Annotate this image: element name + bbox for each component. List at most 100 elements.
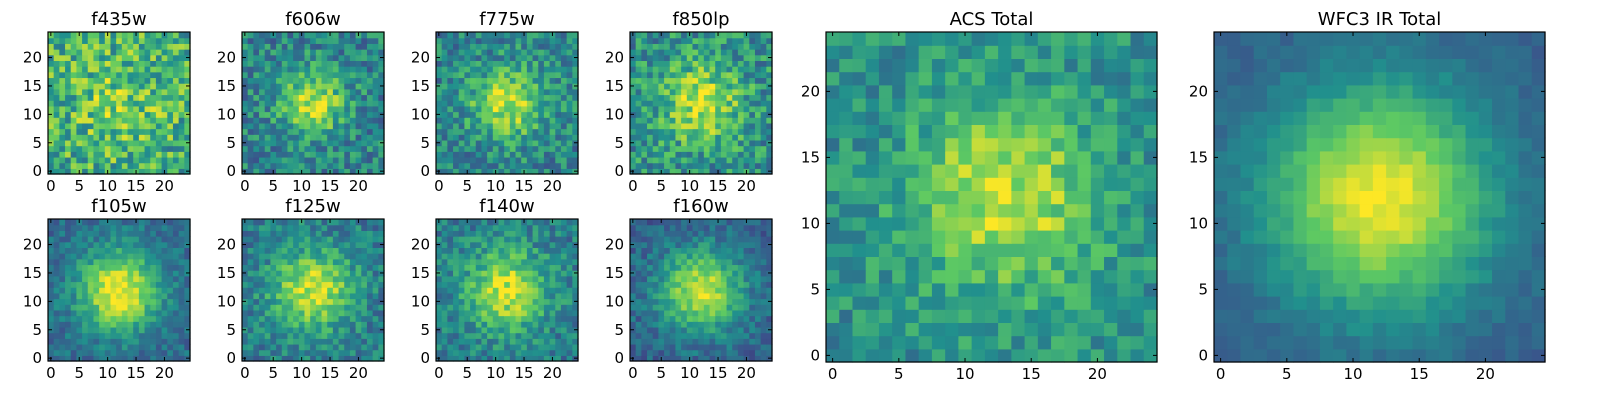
heatmap-cell	[686, 117, 694, 124]
heatmap-cell	[133, 145, 140, 152]
heatmap-cell	[464, 83, 471, 90]
heatmap-cell	[344, 343, 351, 351]
heatmap-cell	[732, 343, 739, 351]
heatmap-cell	[475, 139, 483, 147]
heatmap-cell	[121, 275, 129, 283]
heatmap-cell	[560, 94, 568, 101]
heatmap-cell	[555, 349, 562, 356]
heatmap-cell	[99, 88, 106, 96]
heatmap-cell	[635, 304, 642, 311]
heatmap-cell	[760, 355, 767, 362]
heatmap-cell	[726, 100, 733, 107]
heatmap-cell	[743, 145, 750, 152]
heatmap-cell	[242, 349, 249, 356]
heatmap-cell	[681, 122, 688, 130]
heatmap-cell	[264, 162, 271, 169]
heatmap-cell	[372, 100, 379, 107]
heatmap-cell	[664, 145, 671, 152]
heatmap-cell	[172, 151, 180, 158]
heatmap-cell	[743, 37, 750, 44]
heatmap-cell	[172, 298, 180, 305]
heatmap-cell	[48, 236, 55, 243]
heatmap-cells	[630, 219, 773, 362]
heatmap-cell	[504, 66, 511, 73]
heatmap-cell	[760, 168, 767, 175]
heatmap-cell	[127, 326, 134, 334]
heatmap-cell	[116, 94, 123, 101]
heatmap-cell	[492, 151, 500, 158]
heatmap-cell	[652, 139, 659, 147]
y-tick-label: 10	[411, 292, 430, 310]
heatmap-cell	[264, 326, 271, 334]
heatmap-cell	[436, 77, 443, 84]
heatmap-cell	[532, 315, 539, 322]
heatmap-cell	[555, 32, 562, 39]
heatmap-cell	[447, 139, 454, 147]
heatmap-cell	[247, 321, 254, 328]
heatmap-cell	[247, 88, 254, 96]
heatmap-cell	[766, 77, 773, 84]
heatmap-cell	[332, 315, 340, 322]
heatmap-cell	[161, 60, 168, 67]
heatmap-cell	[253, 83, 260, 90]
heatmap-cell	[641, 83, 648, 90]
heatmap-cell	[692, 321, 699, 328]
heatmap-cell	[658, 54, 665, 61]
heatmap-cell	[549, 122, 556, 130]
heatmap-cell	[538, 32, 545, 39]
heatmap-cell	[658, 139, 665, 147]
heatmap-cell	[82, 32, 89, 39]
heatmap-cell	[372, 117, 379, 124]
heatmap-cell	[116, 236, 123, 243]
heatmap-cell	[492, 298, 500, 305]
heatmap-cell	[726, 128, 733, 135]
heatmap-cell	[681, 43, 688, 50]
heatmap-cell	[538, 253, 545, 260]
heatmap-cell	[749, 88, 756, 96]
heatmap-cell	[470, 304, 477, 311]
heatmap-cell	[470, 230, 477, 237]
heatmap-cell	[504, 151, 511, 158]
heatmap-cell	[760, 309, 767, 317]
heatmap-cell	[110, 355, 117, 362]
heatmap-cell	[82, 309, 89, 317]
heatmap-cell	[276, 83, 283, 90]
panel-title: f140w	[479, 196, 534, 217]
heatmap-cell	[178, 253, 185, 260]
heatmap-cell	[726, 139, 733, 147]
heatmap-cell	[155, 326, 163, 334]
heatmap-cell	[641, 270, 648, 277]
heatmap-cell	[104, 117, 112, 124]
heatmap-cell	[93, 32, 100, 39]
heatmap-cell	[298, 253, 306, 260]
heatmap-cell	[515, 32, 522, 39]
heatmap-cell	[138, 270, 146, 277]
heatmap-cell	[332, 156, 340, 164]
heatmap-cell	[127, 343, 134, 351]
heatmap-cell	[436, 66, 443, 73]
heatmap-cell	[698, 315, 705, 322]
heatmap-cell	[754, 83, 762, 90]
heatmap-cell	[127, 315, 134, 322]
heatmap-cell	[481, 332, 488, 339]
heatmap-cell	[338, 253, 345, 260]
heatmap-cell	[315, 105, 323, 113]
heatmap-cell	[766, 156, 773, 164]
heatmap-cell	[144, 60, 151, 67]
heatmap-cell	[332, 219, 340, 226]
heatmap-cell	[48, 94, 55, 101]
heatmap-cell	[492, 122, 500, 130]
heatmap-cell	[532, 54, 539, 61]
heatmap-cell	[287, 343, 294, 351]
heatmap-cell	[532, 281, 539, 288]
heatmap-cell	[293, 275, 300, 283]
heatmap-cell	[327, 349, 334, 356]
heatmap-cell	[327, 71, 334, 79]
heatmap-cell	[155, 111, 163, 118]
heatmap-cell	[355, 224, 362, 231]
heatmap-cell	[321, 236, 328, 243]
heatmap-cell	[754, 338, 762, 345]
heatmap-cell	[566, 236, 573, 243]
heatmap-cell	[65, 43, 72, 50]
heatmap-cell	[749, 298, 756, 305]
